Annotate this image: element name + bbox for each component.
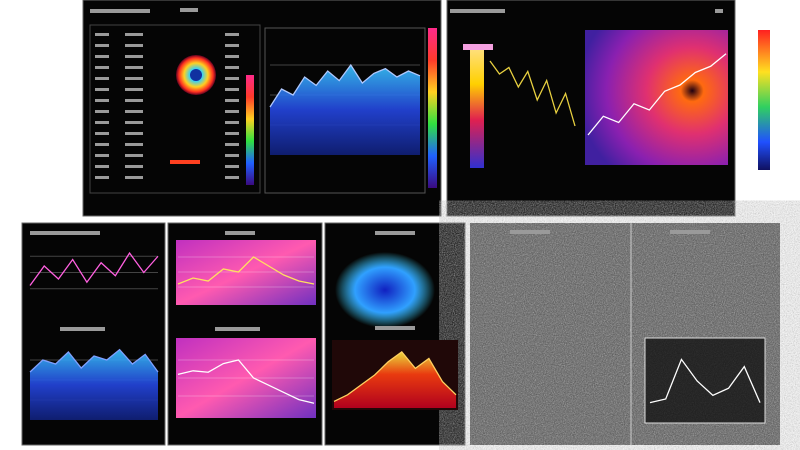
series-line: [269, 63, 421, 108]
text-placeholder: [95, 165, 109, 168]
text-placeholder: [95, 66, 109, 69]
series-line: [177, 359, 315, 404]
text-placeholder: [375, 231, 415, 235]
text-placeholder: [215, 327, 260, 331]
series-line: [333, 351, 457, 402]
text-placeholder: [125, 154, 143, 157]
text-placeholder: [715, 9, 723, 13]
text-placeholder: [95, 121, 109, 124]
illegible-text: [30, 8, 723, 331]
text-placeholder: [225, 33, 239, 36]
legend-bar: [170, 160, 200, 164]
text-placeholder: [125, 165, 143, 168]
series-line: [29, 348, 159, 373]
text-placeholder: [95, 143, 109, 146]
text-placeholder: [225, 55, 239, 58]
text-placeholder: [95, 88, 109, 91]
chart-frame: [264, 27, 426, 194]
ring-core: [190, 69, 202, 81]
color-bar: [246, 75, 254, 185]
text-placeholder: [225, 165, 239, 168]
text-placeholder: [125, 55, 143, 58]
heatmap: [176, 338, 316, 418]
text-placeholder: [125, 176, 143, 179]
text-placeholder: [125, 110, 143, 113]
text-placeholder: [450, 9, 505, 13]
text-placeholder: [225, 99, 239, 102]
blob-heatmap: [335, 252, 435, 328]
series-line: [587, 53, 727, 136]
color-bar-cap: [463, 44, 493, 50]
text-placeholder: [225, 143, 239, 146]
text-placeholder: [125, 132, 143, 135]
text-placeholder: [95, 99, 109, 102]
table-frame: [89, 24, 261, 194]
text-placeholder: [60, 327, 105, 331]
text-placeholder: [225, 132, 239, 135]
text-placeholder: [375, 326, 415, 330]
text-placeholder: [95, 77, 109, 80]
series-line: [649, 358, 761, 404]
text-placeholder: [30, 231, 100, 235]
inset-frame: [644, 337, 766, 424]
area-fill: [334, 351, 456, 408]
text-placeholder: [225, 121, 239, 124]
text-placeholder: [125, 88, 143, 91]
color-bar: [428, 28, 437, 188]
color-bar: [758, 30, 770, 170]
text-placeholder: [670, 230, 710, 234]
text-placeholder: [510, 230, 550, 234]
text-placeholder: [95, 154, 109, 157]
series-line: [177, 256, 315, 285]
text-placeholder: [125, 44, 143, 47]
text-placeholder: [225, 154, 239, 157]
text-placeholder: [225, 44, 239, 47]
text-placeholder: [125, 33, 143, 36]
text-placeholder: [95, 44, 109, 47]
text-placeholder: [180, 8, 198, 12]
text-placeholder: [225, 77, 239, 80]
series-line: [29, 251, 159, 286]
text-placeholder: [95, 55, 109, 58]
heatmap: [585, 30, 728, 165]
text-placeholder: [95, 176, 109, 179]
text-placeholder: [225, 66, 239, 69]
area-fill: [30, 349, 158, 420]
text-placeholder: [95, 132, 109, 135]
series-line: [489, 60, 576, 127]
text-placeholder: [95, 110, 109, 113]
text-placeholder: [95, 33, 109, 36]
text-placeholder: [225, 88, 239, 91]
text-placeholder: [125, 99, 143, 102]
text-placeholder: [225, 176, 239, 179]
text-placeholder: [125, 66, 143, 69]
text-placeholder: [90, 9, 150, 13]
area-fill: [270, 65, 420, 155]
text-placeholder: [225, 231, 255, 235]
heatmap: [176, 240, 316, 305]
color-bar: [470, 48, 484, 168]
text-placeholder: [125, 77, 143, 80]
text-placeholder: [125, 143, 143, 146]
text-placeholder: [125, 121, 143, 124]
text-placeholder: [225, 110, 239, 113]
